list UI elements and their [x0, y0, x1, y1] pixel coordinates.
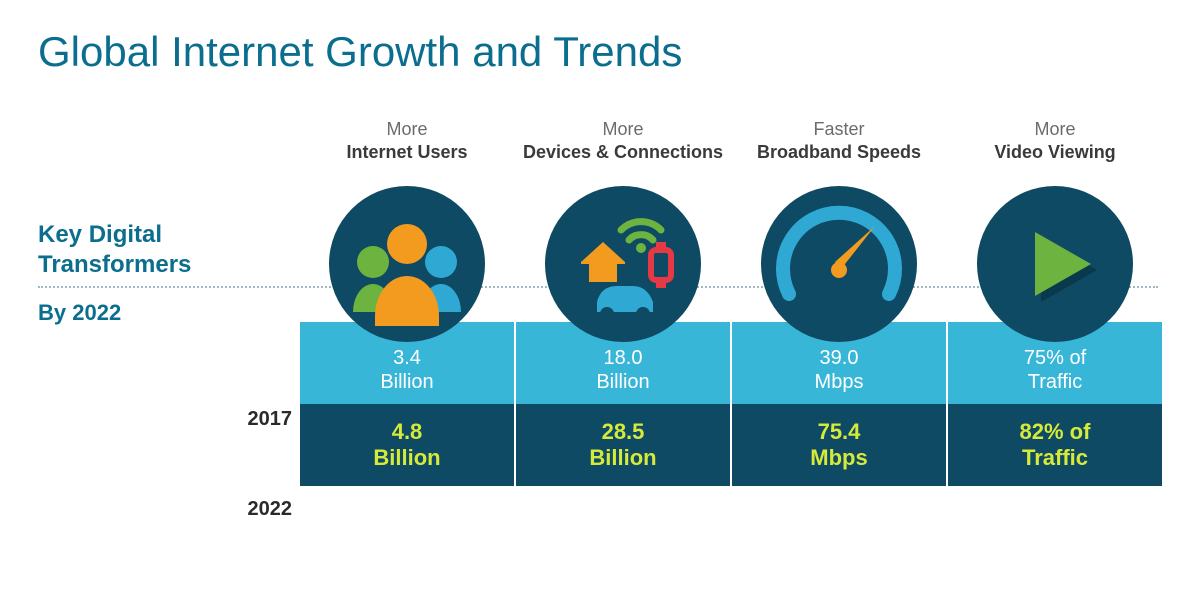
row-label-2017: 2017	[248, 408, 293, 431]
col-internet-users: More Internet Users 3.4 Billion 4.8 Bill…	[300, 118, 514, 486]
col-head: More Internet Users	[346, 118, 467, 176]
cell-2022: 75.4 Mbps	[732, 404, 946, 486]
col-head: More Devices & Connections	[523, 118, 723, 176]
value-line1: 82% of	[1020, 419, 1091, 445]
key-transformers-heading: Key Digital Transformers	[38, 220, 191, 280]
col-devices: More Devices & Connections	[516, 118, 730, 486]
value-line2: Billion	[380, 370, 433, 394]
row-label-2022: 2022	[248, 498, 293, 521]
cell-2022: 28.5 Billion	[516, 404, 730, 486]
speedometer-icon	[759, 184, 919, 344]
page-title: Global Internet Growth and Trends	[38, 28, 682, 76]
head-bold: Video Viewing	[994, 141, 1115, 164]
by-year-label: By 2022	[38, 300, 121, 326]
head-light: Faster	[757, 118, 921, 141]
play-icon	[975, 184, 1135, 344]
devices-icon	[543, 184, 703, 344]
value-line1: 28.5	[602, 419, 645, 445]
head-light: More	[346, 118, 467, 141]
head-bold: Devices & Connections	[523, 141, 723, 164]
value-line1: 18.0	[604, 346, 643, 370]
col-video: More Video Viewing 75% of Traffic 82% of…	[948, 118, 1162, 486]
value-line1: 75.4	[818, 419, 861, 445]
value-line1: 4.8	[392, 419, 423, 445]
value-line1: 75% of	[1024, 346, 1086, 370]
value-line2: Traffic	[1022, 445, 1088, 471]
col-head: More Video Viewing	[994, 118, 1115, 176]
cell-2022: 82% of Traffic	[948, 404, 1162, 486]
value-line1: 3.4	[393, 346, 421, 370]
value-line2: Mbps	[810, 445, 867, 471]
head-bold: Broadband Speeds	[757, 141, 921, 164]
value-line2: Mbps	[815, 370, 864, 394]
columns-container: More Internet Users 3.4 Billion 4.8 Bill…	[300, 118, 1160, 486]
value-line2: Traffic	[1028, 370, 1082, 394]
users-icon	[327, 184, 487, 344]
cell-2022: 4.8 Billion	[300, 404, 514, 486]
heading-line2: Transformers	[38, 251, 191, 278]
value-line2: Billion	[596, 370, 649, 394]
value-line2: Billion	[373, 445, 440, 471]
heading-line1: Key Digital	[38, 221, 162, 248]
value-line2: Billion	[589, 445, 656, 471]
value-line1: 39.0	[820, 346, 859, 370]
head-bold: Internet Users	[346, 141, 467, 164]
head-light: More	[994, 118, 1115, 141]
col-head: Faster Broadband Speeds	[757, 118, 921, 176]
col-broadband: Faster Broadband Speeds 39.0 Mbps 75.4 M…	[732, 118, 946, 486]
head-light: More	[523, 118, 723, 141]
